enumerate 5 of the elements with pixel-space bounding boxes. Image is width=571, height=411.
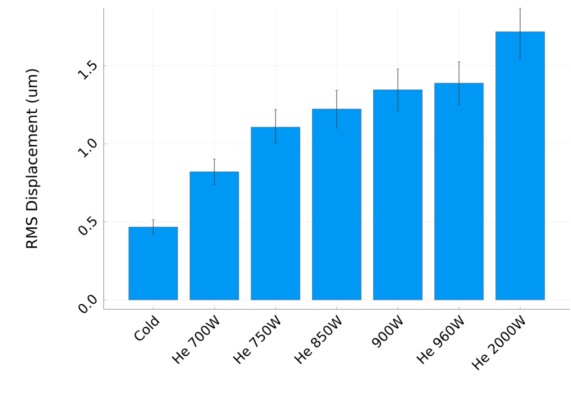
y-tick-label: 1.0 bbox=[78, 138, 97, 158]
y-tick-label: 1.5 bbox=[78, 60, 97, 80]
y-tick-label: 0.0 bbox=[78, 294, 97, 314]
y-axis-title: RMS Displacement (um) bbox=[26, 69, 40, 248]
y-tick-label: 0.5 bbox=[78, 216, 97, 235]
